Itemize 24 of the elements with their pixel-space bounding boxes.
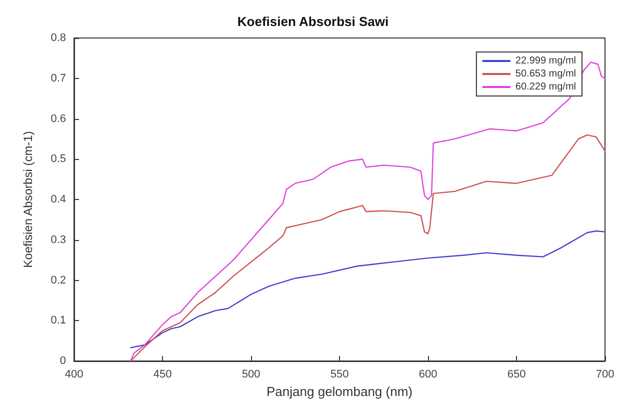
y-tick-label: 0.5 [50, 153, 66, 166]
legend-label: 60.229 mg/ml [515, 82, 576, 92]
x-tick-label: 450 [153, 368, 172, 380]
y-tick-label: 0.2 [50, 274, 66, 286]
line-series [130, 134, 606, 362]
line-series [130, 230, 606, 348]
legend-label: 22.999 mg/ml [515, 56, 576, 66]
chart-title: Koefisien Absorbsi Sawi [237, 14, 389, 29]
y-axis-title: Koefisien Absorbsi (cm-1) [21, 131, 35, 268]
x-tick-label: 650 [507, 368, 526, 380]
x-tick-label: 550 [330, 368, 349, 380]
x-axis-title: Panjang gelombang (nm) [266, 384, 412, 399]
x-tick-label: 400 [64, 368, 84, 380]
y-tick-label: 0 [60, 355, 66, 367]
x-tick-label: 700 [596, 368, 614, 380]
y-tick-label: 0.7 [50, 72, 66, 84]
x-tick-label: 600 [418, 368, 438, 380]
y-tick-label: 0.1 [50, 314, 66, 327]
y-tick-label: 0.8 [50, 32, 66, 44]
x-tick-label: 500 [242, 368, 260, 380]
y-tick-label: 0.6 [50, 112, 66, 125]
legend-label: 50.653 mg/ml [515, 68, 576, 80]
y-tick-label: 0.4 [50, 194, 66, 206]
y-tick-label: 0.3 [50, 234, 66, 246]
